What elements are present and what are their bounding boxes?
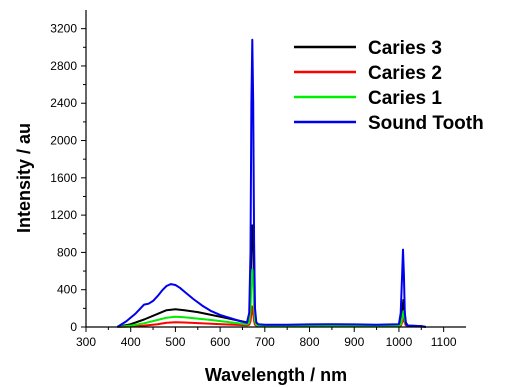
y-axis-title: Intensity / au: [14, 123, 34, 233]
x-tick-label: 1000: [386, 335, 413, 349]
y-tick-label: 1600: [50, 171, 77, 185]
legend: Caries 3 Caries 2 Caries 1 Sound Tooth: [294, 38, 484, 134]
legend-label: Caries 1: [368, 88, 442, 109]
x-tick-label: 400: [121, 335, 141, 349]
y-tick-label: 400: [57, 283, 77, 297]
legend-label: Sound Tooth: [368, 113, 484, 134]
x-tick-label: 700: [255, 335, 275, 349]
x-tick-label: 500: [165, 335, 185, 349]
y-tick-label: 3200: [50, 22, 77, 36]
y-tick-label: 800: [57, 245, 77, 259]
series-line-sound-tooth: [116, 38, 426, 328]
y-tick-label: 2000: [50, 134, 77, 148]
y-tick-label: 2400: [50, 96, 77, 110]
y-tick-label: 1200: [50, 208, 77, 222]
y-tick-label: 2800: [50, 59, 77, 73]
x-tick-label: 300: [76, 335, 96, 349]
series-line-caries-1: [117, 268, 426, 328]
x-tick-label: 1100: [431, 335, 457, 349]
axes: 300 400 500 600 700 800 900 1000 1100 0 400 800 1200…: [50, 10, 466, 349]
x-tick-label: 800: [300, 335, 320, 349]
legend-label: Caries 2: [368, 63, 442, 84]
x-tick-label: 900: [344, 335, 364, 349]
plot-area: [116, 38, 426, 328]
legend-label: Caries 3: [368, 38, 442, 59]
x-tick-label: 600: [210, 335, 230, 349]
y-tick-label: 0: [70, 320, 77, 334]
x-axis-title: Wavelength / nm: [205, 365, 347, 385]
series-line-caries-3: [117, 224, 426, 328]
